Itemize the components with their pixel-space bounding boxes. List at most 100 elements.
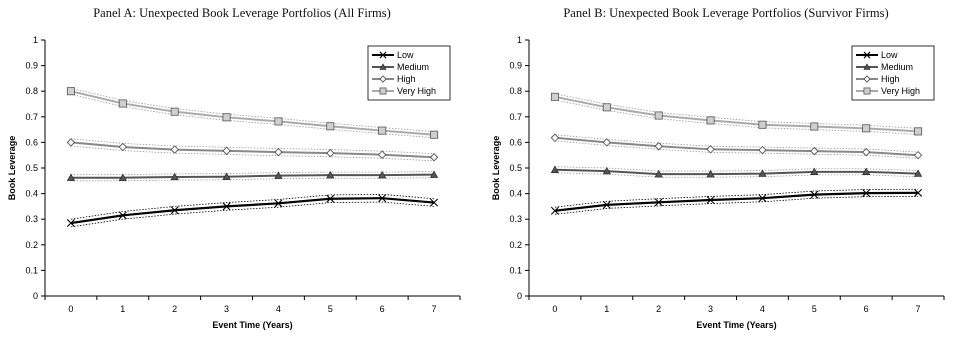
y-tick-label: 0.7 xyxy=(25,112,38,122)
panel-b-chart: Panel B: Unexpected Book Leverage Portfo… xyxy=(484,0,968,337)
y-tick-label: 0.2 xyxy=(509,240,522,250)
data-point xyxy=(274,117,283,126)
y-tick-label: 0.9 xyxy=(509,61,522,71)
data-point xyxy=(758,145,767,155)
lower-band-line xyxy=(554,99,919,135)
data-point xyxy=(810,167,819,176)
y-tick-label: 0.6 xyxy=(25,137,38,147)
x-tick-label: 3 xyxy=(708,304,713,314)
data-point xyxy=(758,120,767,129)
data-point xyxy=(706,116,715,125)
x-tick-label: 1 xyxy=(604,304,609,314)
data-point xyxy=(861,147,871,157)
data-point xyxy=(274,147,283,157)
x-tick-label: 0 xyxy=(552,304,557,314)
y-tick-label: 0.4 xyxy=(25,189,38,199)
x-tick-label: 3 xyxy=(224,304,229,314)
panel-a-plot: 0 0.1 0.2 0.3 0.4 0.5 0.6 0.7 0.8 0.9 1 0 1 2 3 4 5 6 7 Eve… xyxy=(7,35,461,330)
series-line xyxy=(554,136,919,157)
data-point xyxy=(862,167,871,176)
data-point xyxy=(706,196,715,204)
lower-band-line xyxy=(70,93,435,139)
legend-item: Low xyxy=(856,50,898,60)
y-tick-label: 0.4 xyxy=(509,189,522,199)
x-tick-label: 6 xyxy=(864,304,869,314)
y-tick-label: 1 xyxy=(33,35,38,45)
legend-label: High xyxy=(881,74,900,84)
data-point xyxy=(170,206,179,215)
data-point xyxy=(550,92,559,101)
series-high xyxy=(550,133,923,160)
y-tick-label: 0.6 xyxy=(509,137,522,147)
x-axis-title: Event Time (Years) xyxy=(212,320,292,330)
data-point xyxy=(550,206,559,215)
data-point xyxy=(550,133,560,143)
x-tick-label: 7 xyxy=(432,304,437,314)
data-point xyxy=(118,173,127,181)
series-very-high xyxy=(66,87,439,139)
legend-label: High xyxy=(397,74,416,84)
data-point xyxy=(863,75,871,83)
x-tick-label: 4 xyxy=(276,304,281,314)
series-medium xyxy=(550,165,923,178)
panel-b-plot: 0 0.1 0.2 0.3 0.4 0.5 0.6 0.7 0.8 0.9 1 0 1 2 3 4 5 6 7 Eve… xyxy=(491,35,945,330)
series-low xyxy=(66,193,439,228)
y-tick-label: 0.5 xyxy=(25,163,38,173)
series-line xyxy=(70,90,435,136)
lower-band-line xyxy=(70,145,435,162)
x-tick-label: 1 xyxy=(120,304,125,314)
data-point xyxy=(377,150,387,159)
data-point xyxy=(274,199,283,208)
lower-band-line xyxy=(554,140,919,159)
x-tick-label: 7 xyxy=(916,304,921,314)
data-point xyxy=(654,169,663,178)
upper-band-line xyxy=(554,93,919,129)
data-point xyxy=(914,188,923,197)
series-line xyxy=(70,197,435,225)
data-point xyxy=(602,166,611,175)
y-tick-label: 0 xyxy=(517,291,522,301)
data-point xyxy=(222,113,231,122)
data-point xyxy=(66,87,75,96)
series-line xyxy=(554,95,919,133)
data-point xyxy=(66,219,75,228)
legend-label: Medium xyxy=(881,62,913,72)
series-line xyxy=(70,173,435,179)
data-point xyxy=(602,103,611,112)
data-point xyxy=(654,142,663,151)
data-point xyxy=(222,202,231,211)
data-point xyxy=(863,87,871,95)
data-point xyxy=(222,146,231,156)
data-point xyxy=(602,200,611,209)
data-point xyxy=(863,63,871,70)
y-axis-title: Book Leverage xyxy=(7,136,17,201)
data-point xyxy=(378,194,387,203)
legend-item: High xyxy=(856,74,900,84)
y-tick-label: 0.9 xyxy=(25,61,38,71)
data-point xyxy=(170,107,179,116)
data-point xyxy=(602,138,612,147)
chart-title: Panel B: Unexpected Book Leverage Portfo… xyxy=(563,6,889,20)
data-point xyxy=(118,99,127,108)
upper-band-line xyxy=(70,193,435,220)
lower-band-line xyxy=(70,201,435,228)
y-axis-title: Book Leverage xyxy=(491,136,501,201)
series-medium xyxy=(66,170,439,182)
series-very-high xyxy=(550,92,923,136)
data-point xyxy=(913,169,923,177)
upper-band-line xyxy=(70,87,435,133)
data-point xyxy=(274,171,283,179)
data-point xyxy=(326,122,335,131)
data-point xyxy=(810,146,819,156)
data-point xyxy=(654,111,663,120)
data-point xyxy=(913,150,923,160)
y-tick-label: 0.8 xyxy=(509,86,522,96)
y-tick-label: 1 xyxy=(517,35,522,45)
legend-item: Very High xyxy=(372,86,436,96)
series-low xyxy=(550,188,923,215)
x-tick-label: 0 xyxy=(68,304,73,314)
legend-label: Low xyxy=(881,50,898,60)
data-point xyxy=(379,75,387,83)
data-point xyxy=(170,172,179,181)
data-point xyxy=(118,211,127,220)
